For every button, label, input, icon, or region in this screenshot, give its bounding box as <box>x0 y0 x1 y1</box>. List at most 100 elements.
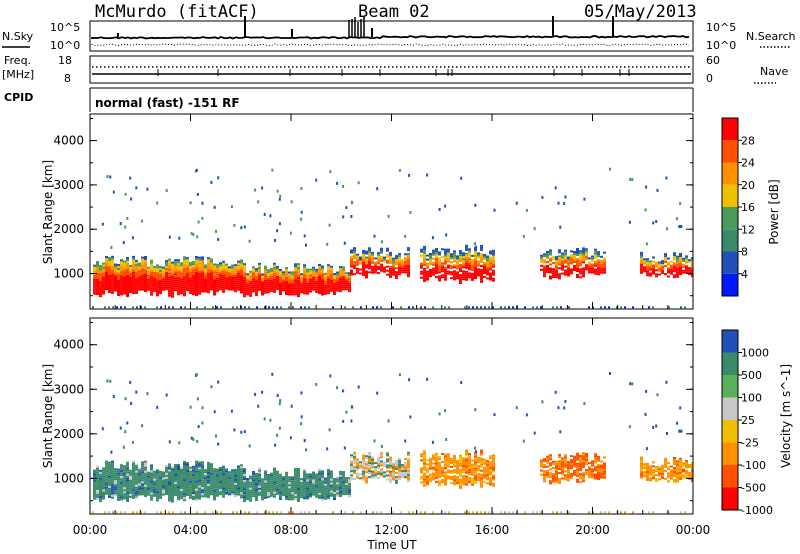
colorbar-swatch <box>722 273 738 296</box>
velocity-cell <box>670 469 673 472</box>
power-cell <box>207 261 210 264</box>
velocity-cell <box>132 490 135 493</box>
power-cell <box>359 272 362 275</box>
power-cell <box>453 264 456 267</box>
power-cell <box>377 256 380 259</box>
velocity-cell <box>345 493 348 496</box>
velocity-cell <box>177 498 180 501</box>
power-cell <box>561 254 564 257</box>
power-cell <box>123 260 126 263</box>
velocity-cell <box>489 473 492 476</box>
velocity-cell <box>303 475 306 478</box>
power-cell <box>426 254 429 257</box>
velocity-cell <box>646 464 649 467</box>
power-cell <box>230 205 233 209</box>
power-cell <box>664 253 667 256</box>
velocity-cell <box>631 382 634 386</box>
velocity-cell <box>123 491 126 494</box>
power-cell <box>93 274 96 277</box>
velocity-cell <box>135 482 138 485</box>
power-cell <box>177 277 180 280</box>
velocity-cell <box>376 511 378 514</box>
velocity-cell <box>189 405 192 409</box>
velocity-cell <box>186 474 189 476</box>
power-cell <box>564 269 567 272</box>
power-cell <box>102 282 105 285</box>
power-cell <box>407 257 410 260</box>
velocity-cell <box>213 472 216 475</box>
velocity-cell <box>312 481 315 484</box>
velocity-cell <box>168 499 171 502</box>
power-cell <box>300 187 303 190</box>
velocity-cell <box>135 494 138 497</box>
power-cell <box>512 306 514 309</box>
velocity-cell <box>423 456 426 459</box>
velocity-cell <box>168 485 171 488</box>
velocity-cell <box>600 476 603 479</box>
power-cell <box>673 254 676 257</box>
velocity-cell <box>237 493 240 496</box>
power-cell <box>225 279 228 282</box>
power-cell <box>255 294 258 297</box>
power-cell <box>336 289 339 292</box>
power-cell <box>204 284 207 287</box>
power-cell <box>285 269 288 271</box>
velocity-cell <box>658 466 661 469</box>
velocity-cell <box>579 461 582 464</box>
power-cell <box>213 271 216 274</box>
power-cell <box>112 190 115 194</box>
power-cell <box>558 259 561 262</box>
power-cell <box>380 249 383 252</box>
power-cell <box>456 267 459 270</box>
power-cell <box>120 287 123 290</box>
power-cell <box>186 267 189 270</box>
velocity-cell <box>546 469 549 472</box>
velocity-cell <box>150 498 153 501</box>
power-cell <box>435 264 438 267</box>
power-cell <box>228 284 231 287</box>
velocity-cell <box>198 467 201 470</box>
power-cell <box>468 276 471 279</box>
velocity-cell <box>327 479 330 481</box>
velocity-cell <box>195 484 198 487</box>
velocity-cell <box>465 467 468 470</box>
power-cell <box>279 281 282 283</box>
power-cell <box>120 279 123 282</box>
power-cell <box>450 265 453 268</box>
velocity-cell <box>288 486 291 489</box>
power-cell <box>117 284 120 286</box>
power-cell <box>327 282 330 285</box>
power-cell <box>132 271 135 274</box>
power-cell <box>353 263 356 266</box>
velocity-cell <box>228 483 231 486</box>
power-cell <box>559 225 562 229</box>
velocity-cell <box>231 473 234 476</box>
power-cell <box>450 253 453 256</box>
power-cell <box>156 288 159 291</box>
power-cell <box>318 278 321 280</box>
power-cell <box>336 277 339 280</box>
velocity-cell <box>395 477 398 480</box>
power-cell <box>435 258 438 261</box>
power-cell <box>321 281 324 284</box>
velocity-cell <box>336 486 339 489</box>
velocity-cell <box>138 483 141 486</box>
velocity-cell <box>484 511 486 514</box>
velocity-cell <box>474 408 477 412</box>
power-cell <box>360 306 362 309</box>
velocity-cell <box>141 467 144 470</box>
power-cell <box>276 306 278 309</box>
power-cell <box>276 281 279 284</box>
velocity-cell <box>552 481 555 483</box>
power-cell <box>189 283 192 286</box>
power-cell <box>468 272 471 275</box>
velocity-cell <box>423 478 426 481</box>
velocity-cell <box>673 479 676 482</box>
power-cell <box>280 306 282 309</box>
velocity-cell <box>303 489 306 492</box>
power-cell <box>108 283 111 285</box>
power-cell <box>231 282 234 285</box>
power-cell <box>93 276 96 279</box>
power-cell <box>204 290 207 293</box>
velocity-cell <box>646 462 649 465</box>
